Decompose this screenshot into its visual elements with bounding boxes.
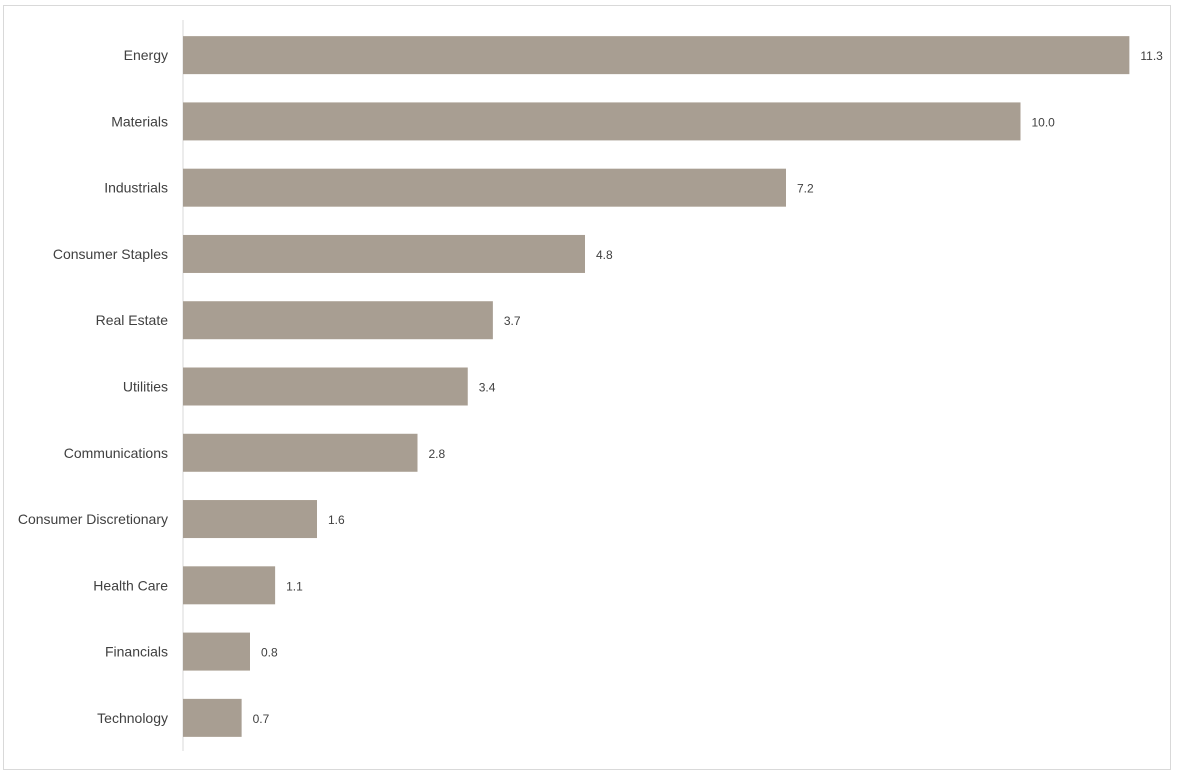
value-label: 0.8 (261, 646, 278, 660)
value-label: 1.1 (286, 579, 303, 593)
bar-financials (183, 632, 250, 671)
value-label: 0.7 (253, 712, 270, 726)
bar-consumer-staples (183, 234, 585, 273)
category-label: Materials (111, 113, 168, 129)
category-label: Industrials (104, 180, 168, 196)
category-label: Communications (64, 445, 168, 461)
category-label: Energy (124, 47, 168, 63)
value-label: 7.2 (797, 182, 814, 196)
value-label: 11.3 (1140, 49, 1163, 63)
category-label: Financials (105, 644, 168, 660)
category-label: Technology (97, 710, 168, 726)
bar-utilities (183, 367, 468, 406)
category-label: Real Estate (96, 312, 169, 328)
value-label: 10.0 (1032, 115, 1056, 129)
value-label: 4.8 (596, 248, 613, 262)
value-label-group: 11.3 10.0 7.2 4.8 3.7 3.4 2.8 1.6 1.1 0.8 0.7 (253, 49, 1164, 726)
category-label: Consumer Staples (53, 246, 168, 262)
value-label: 3.4 (479, 381, 496, 395)
bar-energy (183, 36, 1130, 75)
bar-health-care (183, 566, 276, 605)
category-label: Utilities (123, 379, 168, 395)
bar-materials (183, 102, 1021, 141)
value-label: 1.6 (328, 513, 345, 527)
bar-consumer-discretionary (183, 500, 317, 539)
bar-industrials (183, 168, 786, 207)
category-label-group: Energy Materials Industrials Consumer Stapl… (18, 47, 168, 726)
value-label: 3.7 (504, 314, 521, 328)
bar-communications (183, 433, 418, 472)
category-label: Health Care (93, 577, 168, 593)
bar-real-estate (183, 301, 493, 340)
value-label: 2.8 (429, 447, 446, 461)
bar-group (183, 36, 1130, 737)
bar-technology (183, 698, 242, 737)
category-label: Consumer Discretionary (18, 511, 168, 527)
